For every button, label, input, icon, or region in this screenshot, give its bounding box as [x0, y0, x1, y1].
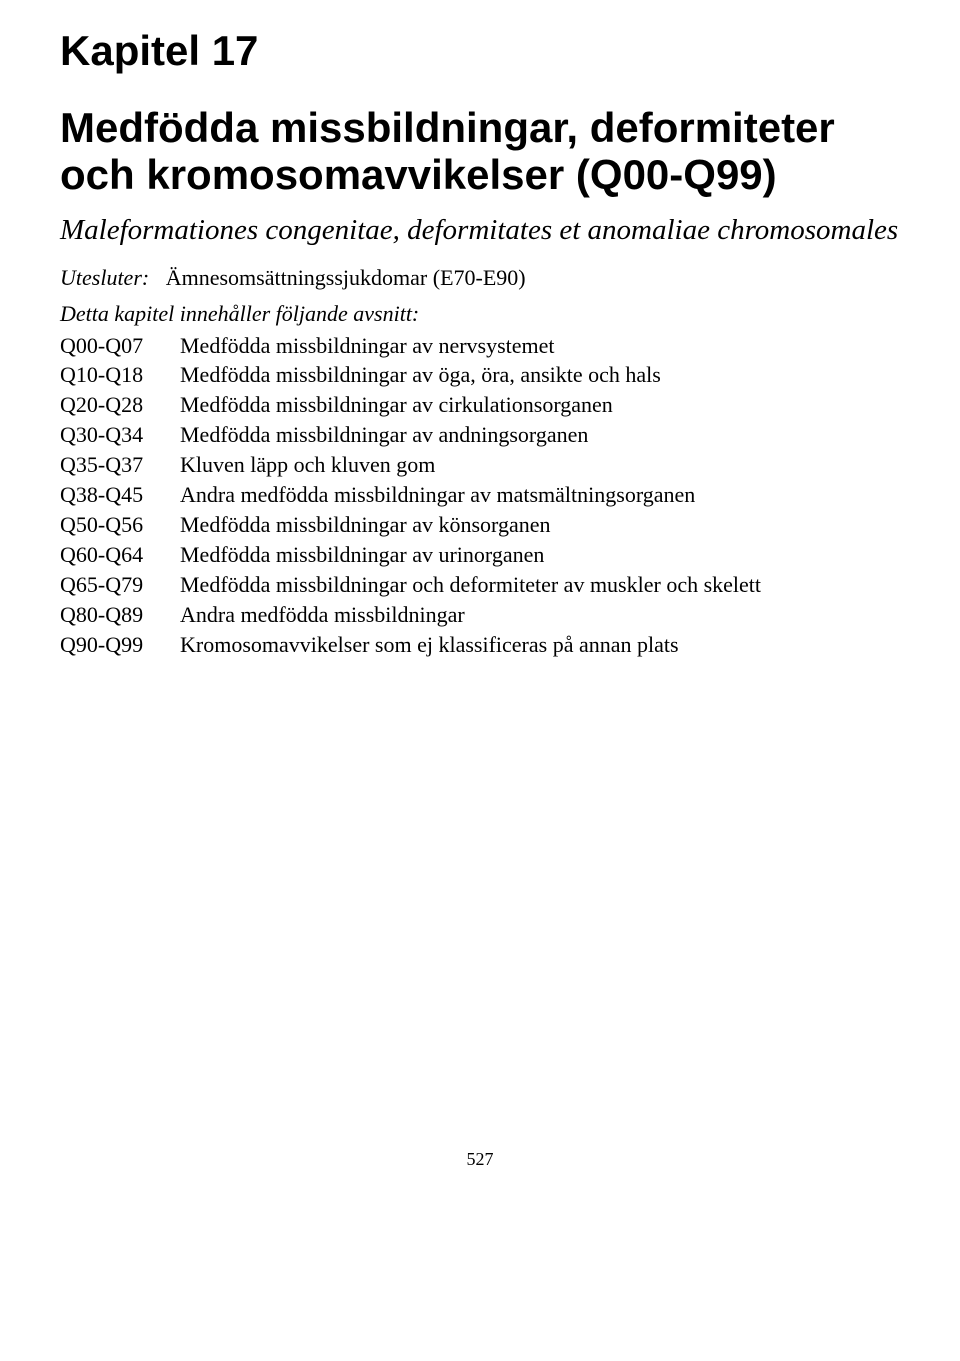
section-row: Q50-Q56 Medfödda missbildningar av könso… — [60, 510, 900, 540]
section-row: Q38-Q45 Andra medfödda missbildningar av… — [60, 480, 900, 510]
section-text: Medfödda missbildningar av andningsorgan… — [180, 420, 900, 450]
section-code: Q20-Q28 — [60, 390, 180, 420]
section-row: Q60-Q64 Medfödda missbildningar av urino… — [60, 540, 900, 570]
section-code: Q38-Q45 — [60, 480, 180, 510]
section-text: Medfödda missbildningar av öga, öra, ans… — [180, 360, 900, 390]
section-text: Medfödda missbildningar av urinorganen — [180, 540, 900, 570]
section-row: Q65-Q79 Medfödda missbildningar och defo… — [60, 570, 900, 600]
page-number: 527 — [60, 1149, 900, 1170]
excludes-label: Utesluter: — [60, 265, 149, 290]
section-row: Q35-Q37 Kluven läpp och kluven gom — [60, 450, 900, 480]
chapter-label: Kapitel 17 — [60, 28, 900, 74]
sections-list: Q00-Q07 Medfödda missbildningar av nervs… — [60, 331, 900, 660]
section-code: Q65-Q79 — [60, 570, 180, 600]
section-code: Q50-Q56 — [60, 510, 180, 540]
section-code: Q80-Q89 — [60, 600, 180, 630]
excludes-line: Utesluter: Ämnesomsättningssjukdomar (E7… — [60, 265, 900, 291]
main-title: Medfödda missbildningar, deformiteter oc… — [60, 104, 900, 198]
section-code: Q00-Q07 — [60, 331, 180, 361]
excludes-text: Ämnesomsättningssjukdomar (E70-E90) — [166, 265, 526, 290]
section-text: Medfödda missbildningar av cirkulationso… — [180, 390, 900, 420]
section-text: Andra medfödda missbildningar av matsmäl… — [180, 480, 900, 510]
section-text: Medfödda missbildningar av könsorganen — [180, 510, 900, 540]
section-text: Medfödda missbildningar av nervsystemet — [180, 331, 900, 361]
section-code: Q90-Q99 — [60, 630, 180, 660]
subtitle-latin: Maleformationes congenitae, deformitates… — [60, 212, 900, 248]
section-text: Andra medfödda missbildningar — [180, 600, 900, 630]
section-code: Q30-Q34 — [60, 420, 180, 450]
section-row: Q10-Q18 Medfödda missbildningar av öga, … — [60, 360, 900, 390]
section-code: Q10-Q18 — [60, 360, 180, 390]
section-row: Q00-Q07 Medfödda missbildningar av nervs… — [60, 331, 900, 361]
section-row: Q90-Q99 Kromosomavvikelser som ej klassi… — [60, 630, 900, 660]
section-code: Q60-Q64 — [60, 540, 180, 570]
section-code: Q35-Q37 — [60, 450, 180, 480]
section-row: Q80-Q89 Andra medfödda missbildningar — [60, 600, 900, 630]
section-text: Medfödda missbildningar och deformiteter… — [180, 570, 900, 600]
section-text: Kromosomavvikelser som ej klassificeras … — [180, 630, 900, 660]
sections-intro: Detta kapitel innehåller följande avsnit… — [60, 301, 900, 327]
section-text: Kluven läpp och kluven gom — [180, 450, 900, 480]
section-row: Q30-Q34 Medfödda missbildningar av andni… — [60, 420, 900, 450]
section-row: Q20-Q28 Medfödda missbildningar av cirku… — [60, 390, 900, 420]
